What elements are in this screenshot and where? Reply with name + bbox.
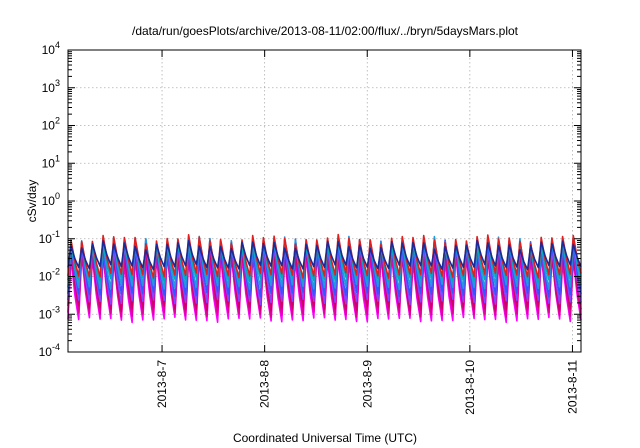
series-line xyxy=(67,245,582,312)
y-tick-label: 10-4 xyxy=(39,342,60,359)
series-line xyxy=(67,235,582,291)
y-tick-label: 10-3 xyxy=(39,304,60,321)
y-tick-label: 10-2 xyxy=(39,267,60,284)
series-line xyxy=(67,253,582,324)
x-axis: 2013-8-7 2013-8-8 2013-8-9 2013-8-10 2013-8-… xyxy=(155,50,579,415)
series-line xyxy=(67,237,582,298)
x-tick-label: 2013-8-9 xyxy=(360,360,374,408)
series-line xyxy=(67,239,582,271)
series-line xyxy=(67,240,582,306)
y-axis-label: cSv/day xyxy=(25,180,39,223)
series-line xyxy=(67,248,582,318)
y-tick-label: 100 xyxy=(42,191,60,208)
series-line xyxy=(67,237,582,283)
y-axis: 104 103 102 101 100 10-1 10-2 10-3 10-4 xyxy=(39,40,581,359)
series-lines xyxy=(67,233,582,324)
y-tick-label: 101 xyxy=(42,153,60,170)
x-tick-label: 2013-8-10 xyxy=(463,360,477,415)
x-axis-label: Coordinated Universal Time (UTC) xyxy=(233,431,417,445)
x-tick-label: 2013-8-11 xyxy=(565,360,579,414)
chart-title: /data/run/goesPlots/archive/2013-08-11/0… xyxy=(132,24,519,38)
y-tick-label: 104 xyxy=(42,40,60,57)
y-tick-label: 10-1 xyxy=(39,229,60,246)
series-line xyxy=(67,233,582,279)
y-tick-label: 102 xyxy=(42,116,60,133)
x-tick-label: 2013-8-8 xyxy=(258,360,272,408)
x-tick-label: 2013-8-7 xyxy=(155,360,169,408)
y-tick-label: 103 xyxy=(42,78,60,95)
